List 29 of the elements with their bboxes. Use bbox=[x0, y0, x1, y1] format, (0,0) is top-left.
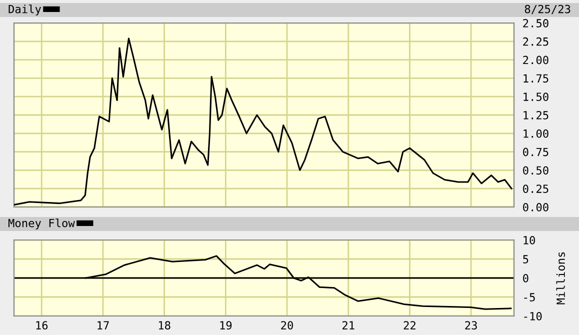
y-tick-label: 2.25 bbox=[523, 37, 548, 46]
y-tick-label: 0.25 bbox=[523, 184, 548, 194]
y-tick-label: 1.25 bbox=[524, 111, 548, 120]
x-tick-label: 17 bbox=[98, 321, 109, 330]
x-tick-label: 16 bbox=[36, 321, 48, 330]
x-tick-label: 18 bbox=[158, 321, 170, 330]
y-tick-label: -5 bbox=[524, 293, 535, 302]
y-tick-label: 0.00 bbox=[523, 203, 548, 212]
y-tick-label: 10 bbox=[524, 236, 535, 244]
x-tick-label: 22 bbox=[404, 321, 416, 330]
y-tick-label: -10 bbox=[524, 312, 542, 320]
y-tick-label: 0 bbox=[523, 274, 528, 282]
y-tick-label: 1.00 bbox=[524, 129, 548, 138]
legend-label: Money Flow bbox=[8, 218, 75, 230]
x-tick-label: 20 bbox=[281, 321, 293, 330]
y-tick-label: 1.75 bbox=[524, 74, 548, 83]
legend-label: Daily bbox=[8, 4, 42, 16]
y-tick-label: 0.75 bbox=[523, 148, 548, 156]
x-tick-label: 23 bbox=[465, 321, 477, 330]
y-tick-label: 0.50 bbox=[523, 166, 548, 175]
x-tick-label: 19 bbox=[220, 321, 232, 330]
y-axis-title: Millions bbox=[556, 252, 565, 304]
line-series bbox=[14, 38, 512, 206]
y-tick-label: 2.50 bbox=[523, 19, 548, 28]
y-tick-label: 1.50 bbox=[524, 92, 548, 102]
y-tick-label: 2.00 bbox=[523, 56, 548, 64]
text: 8/25/23 bbox=[524, 4, 570, 14]
y-tick-label: 5 bbox=[523, 255, 528, 264]
x-tick-label: 21 bbox=[342, 321, 354, 330]
